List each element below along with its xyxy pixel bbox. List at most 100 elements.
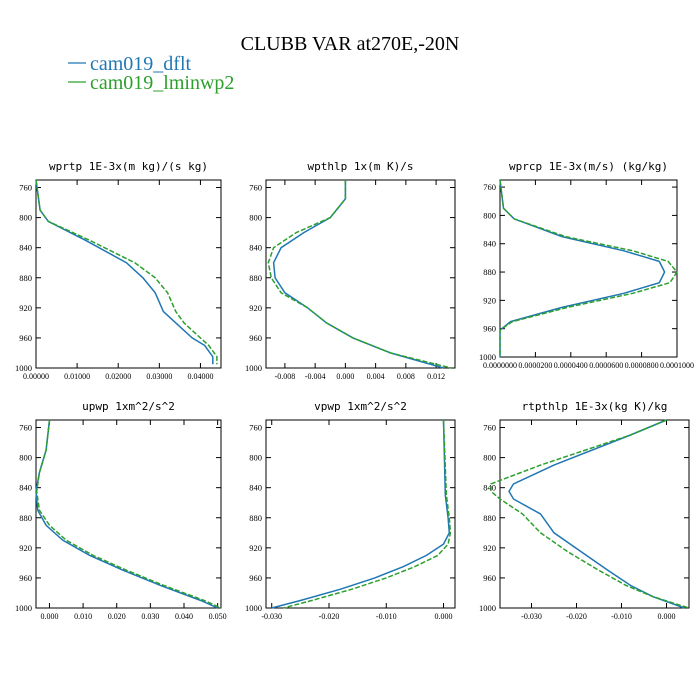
y-tick-label: 960 [249, 573, 262, 583]
y-tick-label: 880 [19, 273, 32, 283]
y-tick-label: 840 [483, 239, 496, 249]
panel-4: upwp 1xm^2/s^2 760 800 840 880 920 960 1000 0.00… [15, 400, 227, 621]
legend: cam019_dflt cam019_lminwp2 [68, 53, 234, 94]
panel-title: wprtp 1E-3x(m kg)/(s kg) [49, 160, 208, 173]
x-tick-label: -0.030 [261, 612, 282, 621]
y-tick-label: 760 [483, 182, 496, 192]
y-tick-label: 760 [19, 423, 32, 433]
x-tick-label: 0.004 [367, 372, 385, 381]
y-tick-label: 800 [483, 210, 496, 220]
y-tick-label: 880 [483, 267, 496, 277]
x-tick-label: -0.020 [319, 612, 340, 621]
y-tick-label: 1000 [479, 603, 496, 613]
panel-6: rtpthlp 1E-3x(kg K)/kg 760 800 840 880 920 960… [479, 400, 690, 621]
y-tick-label: 960 [19, 573, 32, 583]
x-tick-label: 0.00000 [23, 372, 49, 381]
y-tick-label: 760 [19, 183, 32, 193]
y-tick-label: 760 [483, 423, 496, 433]
y-tick-label: 800 [19, 213, 32, 223]
y-tick-label: 1000 [15, 603, 32, 613]
legend-label-dflt: cam019_dflt [90, 53, 192, 75]
x-tick-label: 0.000 [40, 612, 58, 621]
x-tick-label: 0.010 [74, 612, 92, 621]
y-tick-label: 880 [249, 513, 262, 523]
x-tick-label: 0.012 [427, 372, 445, 381]
series-line-dflt [35, 179, 214, 365]
series-line-lminwp2 [35, 179, 218, 365]
x-tick-label: 0.0000400 [554, 361, 588, 370]
y-tick-label: 800 [249, 453, 262, 463]
y-tick-label: 1000 [15, 363, 32, 373]
series-line-dflt [35, 419, 218, 609]
x-tick-label: 0.020 [108, 612, 126, 621]
x-tick-label: 0.000 [435, 612, 453, 621]
x-tick-label: -0.030 [521, 612, 542, 621]
y-tick-label: 920 [249, 543, 262, 553]
axis-frame [265, 419, 456, 609]
y-tick-label: 840 [249, 243, 262, 253]
x-tick-label: -0.004 [305, 372, 326, 381]
y-tick-label: 920 [19, 303, 32, 313]
x-tick-label: 0.02000 [105, 372, 131, 381]
panel-3: wprcp 1E-3x(m/s) (kg/kg) 760 800 840 880 920 9… [479, 160, 694, 370]
y-tick-label: 800 [249, 213, 262, 223]
y-tick-label: 800 [19, 453, 32, 463]
panel-title: wpthlp 1x(m K)/s [308, 160, 414, 173]
x-tick-label: -0.008 [275, 372, 296, 381]
x-tick-label: 0.0000800 [625, 361, 659, 370]
y-tick-label: 960 [483, 324, 496, 334]
axis-frame [35, 419, 222, 609]
series-line-dflt [508, 419, 685, 609]
y-tick-label: 1000 [245, 603, 262, 613]
x-tick-label: 0.000 [336, 372, 354, 381]
panels: wprtp 1E-3x(m kg)/(s kg) 760 800 840 880 920 9… [15, 160, 694, 621]
y-tick-label: 960 [249, 333, 262, 343]
x-tick-label: -0.020 [566, 612, 587, 621]
y-tick-label: 880 [249, 273, 262, 283]
y-tick-label: 880 [483, 513, 496, 523]
panel-title: rtpthlp 1E-3x(kg K)/kg [522, 400, 668, 413]
y-tick-label: 760 [249, 423, 262, 433]
y-tick-label: 880 [19, 513, 32, 523]
x-tick-label: -0.010 [611, 612, 632, 621]
series-line-lminwp2 [35, 419, 222, 609]
axis-frame [499, 419, 690, 609]
panel-1: wprtp 1E-3x(m kg)/(s kg) 760 800 840 880 920 9… [15, 160, 222, 381]
series-line-dflt [271, 419, 451, 609]
y-tick-label: 840 [483, 483, 496, 493]
y-tick-label: 800 [483, 453, 496, 463]
series-line-lminwp2 [283, 419, 452, 609]
y-tick-label: 760 [249, 183, 262, 193]
x-tick-label: 0.0001000 [660, 361, 694, 370]
x-tick-label: 0.0000600 [589, 361, 623, 370]
x-tick-label: -0.010 [376, 612, 397, 621]
y-tick-label: 920 [19, 543, 32, 553]
y-tick-label: 840 [19, 243, 32, 253]
y-tick-label: 920 [483, 295, 496, 305]
figure-title: CLUBB VAR at270E,-20N [241, 33, 460, 55]
x-tick-label: 0.03000 [146, 372, 172, 381]
x-tick-label: 0.040 [175, 612, 193, 621]
x-tick-label: 0.008 [397, 372, 415, 381]
series-line-lminwp2 [499, 179, 678, 357]
panel-title: upwp 1xm^2/s^2 [82, 400, 175, 413]
y-tick-label: 840 [249, 483, 262, 493]
y-tick-label: 1000 [479, 352, 496, 362]
panel-5: vpwp 1xm^2/s^27608008408809209601000-0.0… [245, 400, 456, 621]
legend-label-lminwp2: cam019_lminwp2 [90, 72, 234, 94]
series-line-lminwp2 [490, 419, 690, 609]
panel-title: vpwp 1xm^2/s^2 [314, 400, 407, 413]
y-tick-label: 840 [19, 483, 32, 493]
x-tick-label: 0.050 [209, 612, 227, 621]
x-tick-label: 0.0000200 [518, 361, 552, 370]
y-tick-label: 1000 [245, 363, 262, 373]
y-tick-label: 920 [483, 543, 496, 553]
axis-frame [35, 179, 222, 369]
x-tick-label: 0.000 [658, 612, 676, 621]
series-line-lminwp2 [267, 180, 452, 369]
x-tick-label: 0.04000 [187, 372, 213, 381]
axis-frame [499, 179, 678, 358]
y-tick-label: 960 [19, 333, 32, 343]
axis-frame [265, 179, 456, 369]
